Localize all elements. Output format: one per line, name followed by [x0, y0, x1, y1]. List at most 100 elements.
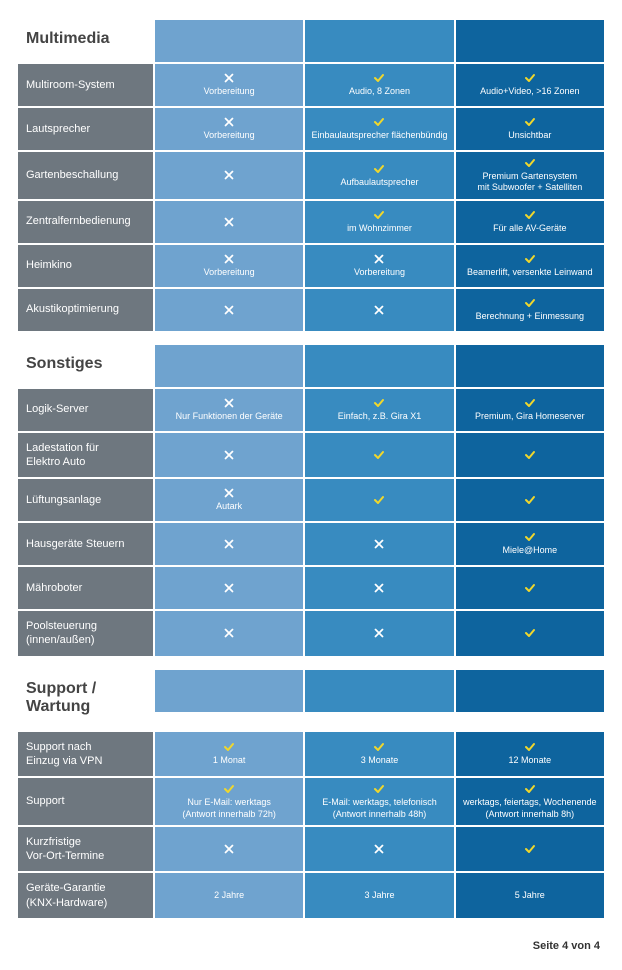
- feature-cell: [155, 523, 303, 565]
- row-label: Gartenbeschallung: [18, 152, 153, 199]
- feature-cell: [305, 827, 453, 872]
- feature-cell: Vorbereitung: [305, 245, 453, 287]
- section-title: Multimedia: [18, 20, 153, 62]
- cell-caption: Nur Funktionen der Geräte: [176, 411, 283, 422]
- check-icon: [373, 397, 385, 409]
- cell-caption: im Wohnzimmer: [347, 223, 412, 234]
- feature-cell: [305, 289, 453, 331]
- feature-cell: Beamerlift, versenkte Leinwand: [456, 245, 604, 287]
- cell-caption: Einfach, z.B. Gira X1: [338, 411, 422, 422]
- feature-cell: [305, 479, 453, 521]
- feature-cell: Einbaulautsprecher flächenbündig: [305, 108, 453, 150]
- section-title: Support / Wartung: [18, 670, 153, 730]
- check-icon: [524, 627, 536, 639]
- row-label: Logik-Server: [18, 389, 153, 431]
- section: Support / WartungSupport nach Einzug via…: [18, 670, 604, 918]
- section: SonstigesLogik-Server Nur Funktionen der …: [18, 345, 604, 656]
- feature-cell: Nur Funktionen der Geräte: [155, 389, 303, 431]
- section-title: Sonstiges: [18, 345, 153, 387]
- feature-cell: Premium Gartensystem mit Subwoofer + Sat…: [456, 152, 604, 199]
- feature-cell: [305, 567, 453, 609]
- cross-icon: [223, 582, 235, 594]
- column-header: [155, 345, 303, 387]
- feature-cell: 3 Jahre: [305, 873, 453, 918]
- check-icon: [524, 253, 536, 265]
- cell-caption: Beamerlift, versenkte Leinwand: [467, 267, 593, 278]
- cell-caption: E-Mail: werktags, telefonisch (Antwort i…: [322, 797, 437, 820]
- check-icon: [373, 741, 385, 753]
- cross-icon: [223, 627, 235, 639]
- cell-caption: Audio, 8 Zonen: [349, 86, 410, 97]
- cross-icon: [223, 116, 235, 128]
- check-icon: [524, 449, 536, 461]
- check-icon: [373, 72, 385, 84]
- feature-cell: [155, 827, 303, 872]
- feature-cell: Berechnung + Einmessung: [456, 289, 604, 331]
- feature-cell: [155, 289, 303, 331]
- row-label: Poolsteuerung (innen/außen): [18, 611, 153, 656]
- check-icon: [524, 783, 536, 795]
- feature-cell: werktags, feiertags, Wochenende (Antwort…: [456, 778, 604, 825]
- feature-cell: [155, 611, 303, 656]
- feature-cell: 1 Monat: [155, 732, 303, 777]
- check-icon: [524, 741, 536, 753]
- cross-icon: [373, 627, 385, 639]
- section-grid: MultimediaMultiroom-SystemVorbereitungAu…: [18, 20, 604, 331]
- cell-caption: Audio+Video, >16 Zonen: [480, 86, 579, 97]
- check-icon: [524, 72, 536, 84]
- feature-cell: [456, 611, 604, 656]
- cross-icon: [373, 304, 385, 316]
- cross-icon: [223, 449, 235, 461]
- section: MultimediaMultiroom-SystemVorbereitungAu…: [18, 20, 604, 331]
- check-icon: [373, 209, 385, 221]
- cell-caption: Vorbereitung: [354, 267, 405, 278]
- cell-caption: Premium Gartensystem mit Subwoofer + Sat…: [477, 171, 582, 194]
- column-header: [456, 345, 604, 387]
- cell-caption: 12 Monate: [509, 755, 552, 766]
- feature-cell: [456, 433, 604, 478]
- cell-caption: Vorbereitung: [204, 130, 255, 141]
- column-header: [305, 20, 453, 62]
- feature-cell: [305, 523, 453, 565]
- cross-icon: [223, 253, 235, 265]
- check-icon: [373, 449, 385, 461]
- check-icon: [373, 163, 385, 175]
- feature-cell: [456, 479, 604, 521]
- feature-cell: [155, 433, 303, 478]
- cell-caption: Miele@Home: [502, 545, 557, 556]
- cell-caption: 2 Jahre: [214, 890, 244, 901]
- cross-icon: [223, 487, 235, 499]
- row-label: Mähroboter: [18, 567, 153, 609]
- row-label: Lüftungsanlage: [18, 479, 153, 521]
- check-icon: [524, 157, 536, 169]
- feature-cell: Premium, Gira Homeserver: [456, 389, 604, 431]
- page-footer: Seite 4 von 4: [18, 940, 604, 952]
- cross-icon: [373, 843, 385, 855]
- cross-icon: [223, 843, 235, 855]
- feature-cell: [305, 433, 453, 478]
- check-icon: [524, 494, 536, 506]
- cell-caption: Autark: [216, 501, 242, 512]
- cell-caption: Berechnung + Einmessung: [476, 311, 584, 322]
- cell-caption: Einbaulautsprecher flächenbündig: [311, 130, 447, 141]
- feature-cell: Aufbaulautsprecher: [305, 152, 453, 199]
- check-icon: [223, 783, 235, 795]
- feature-cell: [456, 567, 604, 609]
- feature-cell: 12 Monate: [456, 732, 604, 777]
- column-header: [305, 345, 453, 387]
- check-icon: [524, 582, 536, 594]
- check-icon: [524, 209, 536, 221]
- cross-icon: [373, 253, 385, 265]
- feature-cell: [155, 201, 303, 243]
- check-icon: [524, 297, 536, 309]
- row-label: Zentralfernbedienung: [18, 201, 153, 243]
- feature-cell: [305, 611, 453, 656]
- cell-caption: werktags, feiertags, Wochenende (Antwort…: [463, 797, 596, 820]
- feature-cell: Autark: [155, 479, 303, 521]
- comparison-table: MultimediaMultiroom-SystemVorbereitungAu…: [18, 20, 604, 918]
- cell-caption: 3 Monate: [361, 755, 399, 766]
- feature-cell: Vorbereitung: [155, 64, 303, 106]
- column-header: [456, 670, 604, 712]
- feature-cell: Miele@Home: [456, 523, 604, 565]
- feature-cell: Audio, 8 Zonen: [305, 64, 453, 106]
